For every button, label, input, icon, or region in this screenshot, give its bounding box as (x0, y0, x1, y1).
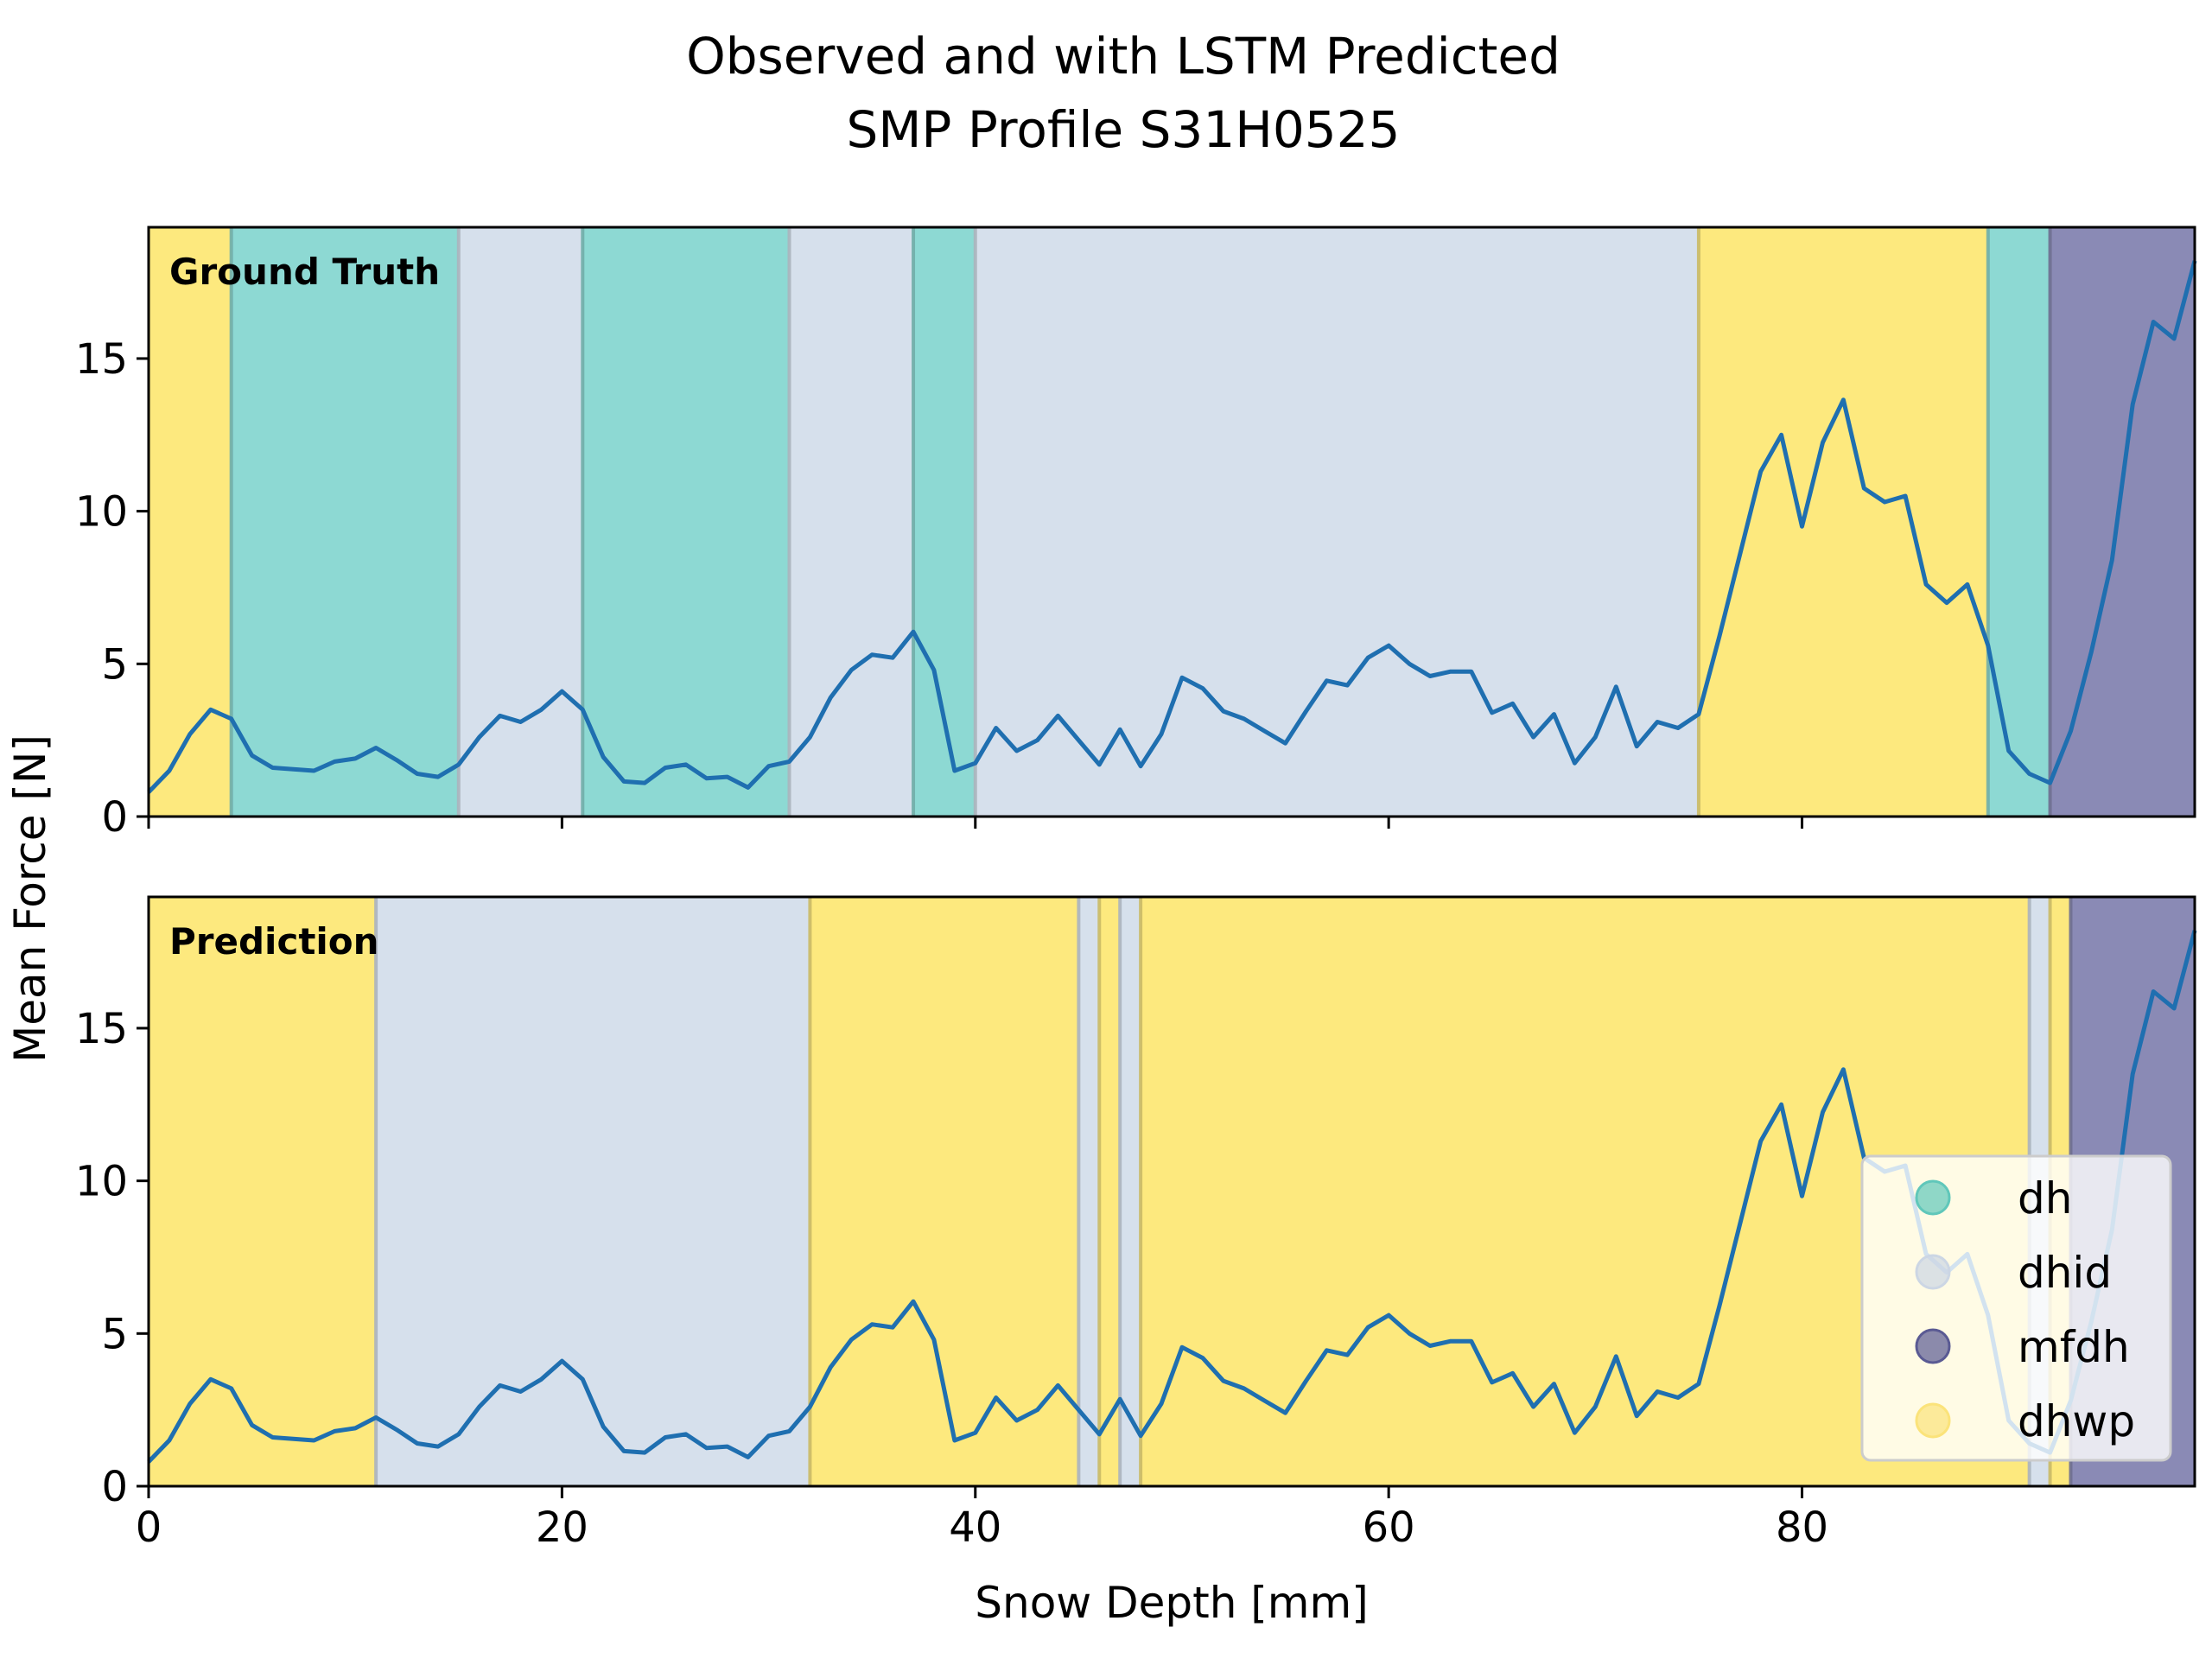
legend-label: mfdh (2018, 1322, 2130, 1372)
y-tick-label: 10 (75, 1158, 128, 1206)
layer-band-dhid (789, 227, 914, 817)
legend-marker-dhwp (1915, 1402, 1951, 1439)
chart-title-line-2: SMP Profile S31H0525 (847, 100, 1401, 159)
layer-band-dhid (1120, 897, 1141, 1486)
x-tick-label: 40 (949, 1503, 1001, 1552)
layer-band-dh (582, 227, 790, 817)
legend-label: dhwp (2018, 1396, 2135, 1446)
legend-entry-dh: dh (1915, 1173, 2072, 1224)
layer-band-dhwp (149, 897, 377, 1486)
legend-entry-dhid: dhid (1915, 1248, 2112, 1298)
layer-band-dhid (458, 227, 583, 817)
mean-force-line (147, 260, 2197, 794)
y-tick-label: 0 (101, 793, 128, 842)
y-tick-label: 5 (101, 1310, 128, 1358)
panel-1: 0 5 10 15 Ground Truth (75, 226, 2197, 842)
legend-marker-dh (1915, 1179, 1951, 1216)
panel-label: Prediction (169, 920, 379, 963)
panel-label: Ground Truth (169, 251, 440, 293)
legend-marker-dhid (1915, 1254, 1951, 1290)
layer-band-dhid (1078, 897, 1100, 1486)
x-tick-label: 60 (1363, 1503, 1415, 1552)
legend-label: dh (2018, 1173, 2072, 1224)
y-tick-label: 15 (75, 1005, 128, 1053)
y-tick-label: 5 (101, 640, 128, 689)
y-axis-label: Mean Force [N] (5, 734, 55, 1063)
legend-marker-mfdh (1915, 1328, 1951, 1364)
mean-force-line (147, 930, 2197, 1464)
axes-frame (147, 895, 2196, 1488)
y-tick-label: 15 (75, 335, 128, 384)
chart-title-line-1: Observed and with LSTM Predicted (686, 27, 1560, 86)
panels-group: 0 5 10 15 Ground Truth 0 5 10 15 0 20 40 60 80 Predict… (75, 226, 2197, 1552)
legend-entry-mfdh: mfdh (1915, 1322, 2130, 1372)
legend: dh dhid mfdh dhwp (1860, 1154, 2172, 1462)
x-tick-label: 0 (136, 1503, 162, 1552)
layer-band-dhwp (149, 227, 232, 817)
x-axis-label: Snow Depth [mm] (975, 1578, 1368, 1628)
legend-entry-dhwp: dhwp (1915, 1396, 2135, 1446)
axes-frame (147, 226, 2196, 818)
legend-box (1860, 1154, 2172, 1462)
y-tick-label: 0 (101, 1463, 128, 1511)
layer-band-dhid (376, 897, 810, 1486)
layer-band-dh (231, 227, 459, 817)
x-tick-label: 80 (1776, 1503, 1828, 1552)
layer-band-dhwp (1698, 227, 1988, 817)
x-tick-label: 20 (536, 1503, 588, 1552)
legend-label: dhid (2018, 1248, 2112, 1298)
layer-band-dhwp (1099, 897, 1121, 1486)
y-tick-label: 10 (75, 488, 128, 537)
layer-band-dhid (975, 227, 1699, 817)
layer-band-dh (1987, 227, 2050, 817)
